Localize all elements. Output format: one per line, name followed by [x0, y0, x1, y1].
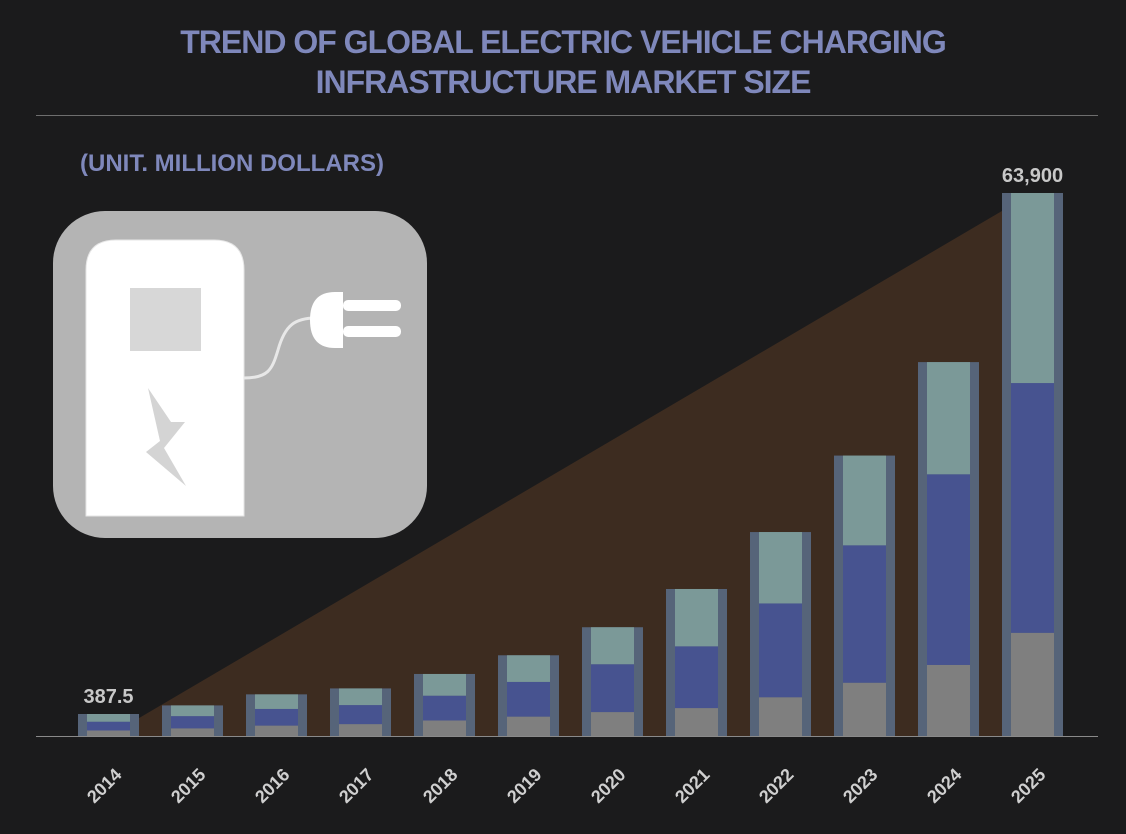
- bar-segment-blue: [171, 716, 214, 729]
- bar-segment-teal: [87, 714, 130, 722]
- value-labels: 387.5 63,900: [83, 165, 1063, 708]
- bar-segment-blue: [423, 695, 466, 721]
- bar-segment-blue: [255, 708, 298, 726]
- bar-2017: [330, 688, 391, 736]
- bar-segment-teal: [843, 455, 886, 546]
- bar-segment-teal: [507, 655, 550, 682]
- bar-segment-teal: [255, 694, 298, 709]
- bar-segment-blue: [507, 681, 550, 717]
- bar-segment-teal: [339, 688, 382, 706]
- bar-segment-gray: [507, 716, 550, 736]
- x-tick-label: 2014: [83, 765, 125, 807]
- bar-segment-blue: [675, 646, 718, 709]
- charger-screen-icon: [130, 288, 201, 351]
- bar-segment-gray: [675, 708, 718, 736]
- lightning-bolt-icon: [146, 388, 186, 486]
- bars-group: [78, 193, 1063, 736]
- bar-segment-gray: [423, 720, 466, 736]
- bar-2020: [582, 627, 643, 736]
- bar-segment-gray: [759, 697, 802, 736]
- bar-2015: [162, 705, 223, 736]
- x-tick-label: 2020: [587, 765, 629, 807]
- bar-2016: [246, 694, 307, 736]
- x-tick-label: 2021: [671, 765, 713, 807]
- unit-label: (UNIT. MILLION DOLLARS): [80, 150, 384, 177]
- x-tick-label: 2022: [755, 765, 797, 807]
- charger-cable-icon: [243, 316, 317, 380]
- bar-segment-gray: [171, 728, 214, 736]
- bar-segment-teal: [927, 362, 970, 475]
- title-divider: [36, 115, 1098, 116]
- bar-segment-teal: [1011, 193, 1054, 384]
- bar-2023: [834, 455, 895, 736]
- x-tick-label: 2018: [419, 765, 461, 807]
- bar-segment-gray: [927, 664, 970, 736]
- bar-2022: [750, 532, 811, 736]
- bar-segment-gray: [255, 725, 298, 736]
- bar-segment-teal: [591, 627, 634, 665]
- chart-title: TREND OF GLOBAL ELECTRIC VEHICLE CHARGIN…: [0, 22, 1126, 102]
- charger-body-icon: [85, 239, 245, 517]
- x-tick-label: 2025: [1007, 765, 1049, 807]
- bar-segment-gray: [87, 730, 130, 736]
- x-tick-label: 2015: [167, 765, 209, 807]
- x-tick-label: 2019: [503, 765, 545, 807]
- bar-segment-gray: [843, 682, 886, 736]
- plug-prong-top-icon: [343, 300, 401, 311]
- x-tick-label: 2016: [251, 765, 293, 807]
- bar-segment-teal: [759, 532, 802, 604]
- bar-segment-teal: [675, 588, 718, 647]
- x-tick-label: 2024: [923, 765, 965, 807]
- bar-segment-gray: [591, 712, 634, 736]
- value-label: 63,900: [1002, 165, 1063, 187]
- bar-segment-gray: [339, 724, 382, 736]
- bar-2019: [498, 655, 559, 736]
- bar-2018: [414, 673, 475, 736]
- bar-2021: [666, 588, 727, 736]
- bar-segment-gray: [1011, 632, 1054, 736]
- bar-2025: [1002, 193, 1063, 736]
- x-tick-label: 2017: [335, 765, 377, 807]
- chart-title-line-2: INFRASTRUCTURE MARKET SIZE: [315, 64, 812, 100]
- bar-segment-blue: [339, 705, 382, 725]
- value-label: 387.5: [83, 686, 133, 708]
- x-tick-labels: 2014 2015 2016 2017 2018 2019 2020 2021 2022 2023…: [83, 765, 1049, 807]
- bar-2014: [78, 714, 139, 736]
- bar-segment-blue: [759, 603, 802, 698]
- bar-segment-blue: [927, 474, 970, 665]
- bar-segment-teal: [171, 705, 214, 717]
- bar-segment-blue: [591, 664, 634, 713]
- plug-prong-bottom-icon: [343, 326, 401, 337]
- chart-title-line-1: TREND OF GLOBAL ELECTRIC VEHICLE CHARGIN…: [180, 24, 947, 60]
- bar-segment-blue: [843, 545, 886, 683]
- x-tick-label: 2023: [839, 765, 881, 807]
- bar-segment-teal: [423, 673, 466, 696]
- plug-head-icon: [310, 292, 343, 348]
- bar-2024: [918, 362, 979, 736]
- bar-segment-blue: [87, 721, 130, 731]
- ev-charging-station-icon: [53, 211, 427, 538]
- bar-segment-blue: [1011, 383, 1054, 633]
